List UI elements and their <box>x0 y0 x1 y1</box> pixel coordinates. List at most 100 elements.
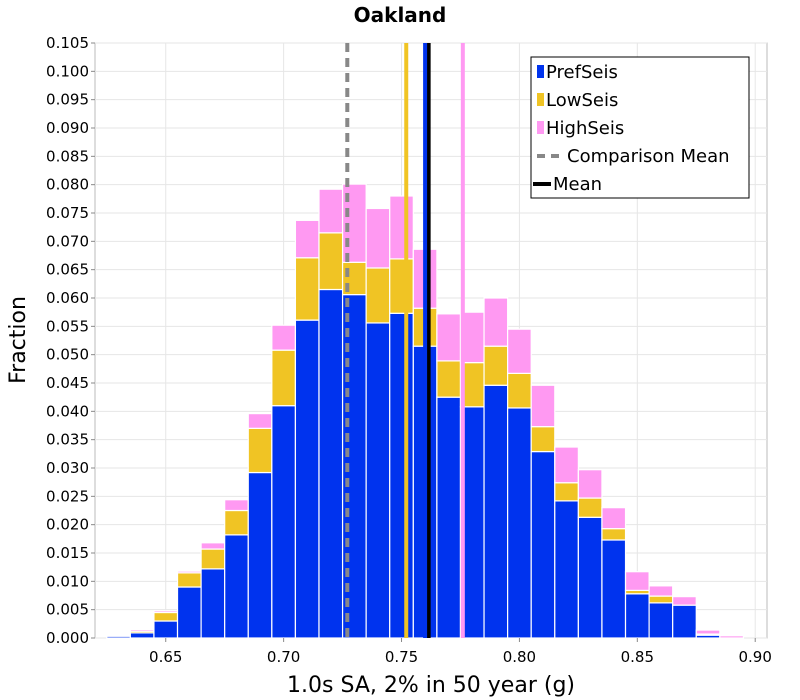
legend-label: LowSeis <box>546 90 618 111</box>
bar-lowseis <box>389 258 414 314</box>
bar-prefseis <box>200 568 226 639</box>
bar-prefseis <box>271 405 297 639</box>
y-tick-label: 0.065 <box>46 261 89 279</box>
y-tick-label: 0.045 <box>46 374 89 392</box>
bar-lowseis <box>365 267 391 324</box>
bar-highseis <box>530 384 556 428</box>
legend-swatch <box>537 65 544 78</box>
bar-highseis <box>507 328 532 374</box>
bar-highseis <box>389 195 414 260</box>
bar-prefseis <box>389 312 414 639</box>
bar-prefseis <box>224 534 249 639</box>
bar-lowseis <box>318 232 344 291</box>
bar-prefseis <box>106 635 131 639</box>
bar-prefseis <box>129 632 155 639</box>
bar-highseis <box>601 507 627 530</box>
bar-highseis <box>648 585 674 597</box>
y-axis: 0.000 0.005 0.010 0.015 0.020 0.025 0.030 0.035… <box>46 34 95 647</box>
bar-prefseis <box>624 593 650 639</box>
chart-title: Oakland <box>354 3 447 27</box>
legend-label: Mean <box>553 174 602 195</box>
y-tick-label: 0.030 <box>46 459 89 477</box>
bar-prefseis <box>294 319 320 639</box>
y-tick-label: 0.040 <box>46 402 89 420</box>
x-tick-label: 0.80 <box>503 648 536 666</box>
legend-swatch <box>537 121 544 134</box>
bar-highseis <box>554 446 579 484</box>
bar-lowseis <box>247 427 273 474</box>
bar-lowseis <box>554 482 579 502</box>
bar-highseis <box>200 542 226 550</box>
mean-lines-layer <box>345 43 465 638</box>
bar-highseis <box>624 571 650 592</box>
bar-highseis <box>271 324 297 351</box>
bar-lowseis <box>294 257 320 321</box>
legend-box <box>530 56 750 199</box>
bar-highseis <box>577 469 603 499</box>
bar-prefseis <box>176 586 202 639</box>
x-tick-label: 0.75 <box>385 648 418 666</box>
bar-prefseis <box>601 539 627 639</box>
bar-prefseis <box>153 620 179 639</box>
bar-prefseis <box>365 322 391 639</box>
bar-prefseis <box>530 450 556 639</box>
y-tick-label: 0.005 <box>46 601 89 619</box>
bar-highseis <box>436 313 462 362</box>
legend-label: HighSeis <box>546 118 624 139</box>
bar-prefseis <box>247 471 273 639</box>
bar-highseis <box>129 628 155 632</box>
y-tick-label: 0.010 <box>46 572 89 590</box>
bar-prefseis <box>648 602 674 639</box>
bar-lowseis <box>153 611 179 622</box>
bar-highseis <box>153 610 179 614</box>
bar-highseis <box>224 499 249 512</box>
y-tick-label: 0.085 <box>46 147 89 165</box>
y-tick-label: 0.095 <box>46 91 89 109</box>
legend-label: PrefSeis <box>546 62 618 83</box>
x-axis-title: 1.0s SA, 2% in 50 year (g) <box>287 673 575 698</box>
x-tick-label: 0.90 <box>739 648 772 666</box>
bar-prefseis <box>318 288 344 639</box>
bar-highseis <box>176 570 202 574</box>
bar-highseis <box>365 207 391 269</box>
bar-prefseis <box>554 500 579 639</box>
y-tick-label: 0.100 <box>46 62 89 80</box>
bar-prefseis <box>483 384 509 639</box>
legend: PrefSeis LowSeis HighSeis Comparison Mean Me… <box>530 56 750 199</box>
y-tick-label: 0.060 <box>46 289 89 307</box>
y-tick-label: 0.050 <box>46 346 89 364</box>
bar-prefseis <box>577 516 603 639</box>
bar-highseis <box>719 635 745 639</box>
y-tick-label: 0.090 <box>46 119 89 137</box>
y-tick-label: 0.105 <box>46 34 89 52</box>
bar-lowseis <box>271 349 297 407</box>
y-tick-label: 0.025 <box>46 487 89 505</box>
bar-lowseis <box>648 595 674 604</box>
legend-label: Comparison Mean <box>567 146 730 167</box>
y-tick-label: 0.000 <box>46 629 89 647</box>
legend-swatch <box>537 93 544 106</box>
bar-lowseis <box>436 360 462 398</box>
bar-lowseis <box>224 509 249 536</box>
bar-lowseis <box>577 497 603 518</box>
bar-highseis <box>695 629 721 635</box>
x-tick-label: 0.70 <box>267 648 300 666</box>
y-axis-title: Fraction <box>6 296 31 384</box>
bar-highseis <box>294 219 320 259</box>
x-tick-label: 0.65 <box>149 648 182 666</box>
bar-highseis <box>318 188 344 234</box>
y-tick-label: 0.070 <box>46 232 89 250</box>
bar-prefseis <box>507 407 532 639</box>
bar-highseis <box>672 596 697 606</box>
y-tick-label: 0.055 <box>46 317 89 335</box>
bar-lowseis <box>601 528 627 541</box>
x-tick-label: 0.85 <box>621 648 654 666</box>
x-axis: 0.65 0.70 0.75 0.80 0.85 0.90 <box>149 638 772 666</box>
y-tick-label: 0.020 <box>46 516 89 534</box>
y-tick-label: 0.080 <box>46 176 89 194</box>
bar-lowseis <box>507 372 532 409</box>
bar-highseis <box>483 297 509 347</box>
bar-highseis <box>247 413 273 429</box>
bar-lowseis <box>530 426 556 453</box>
